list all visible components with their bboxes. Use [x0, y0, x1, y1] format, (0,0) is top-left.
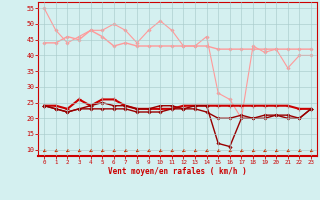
X-axis label: Vent moyen/en rafales ( km/h ): Vent moyen/en rafales ( km/h ): [108, 167, 247, 176]
